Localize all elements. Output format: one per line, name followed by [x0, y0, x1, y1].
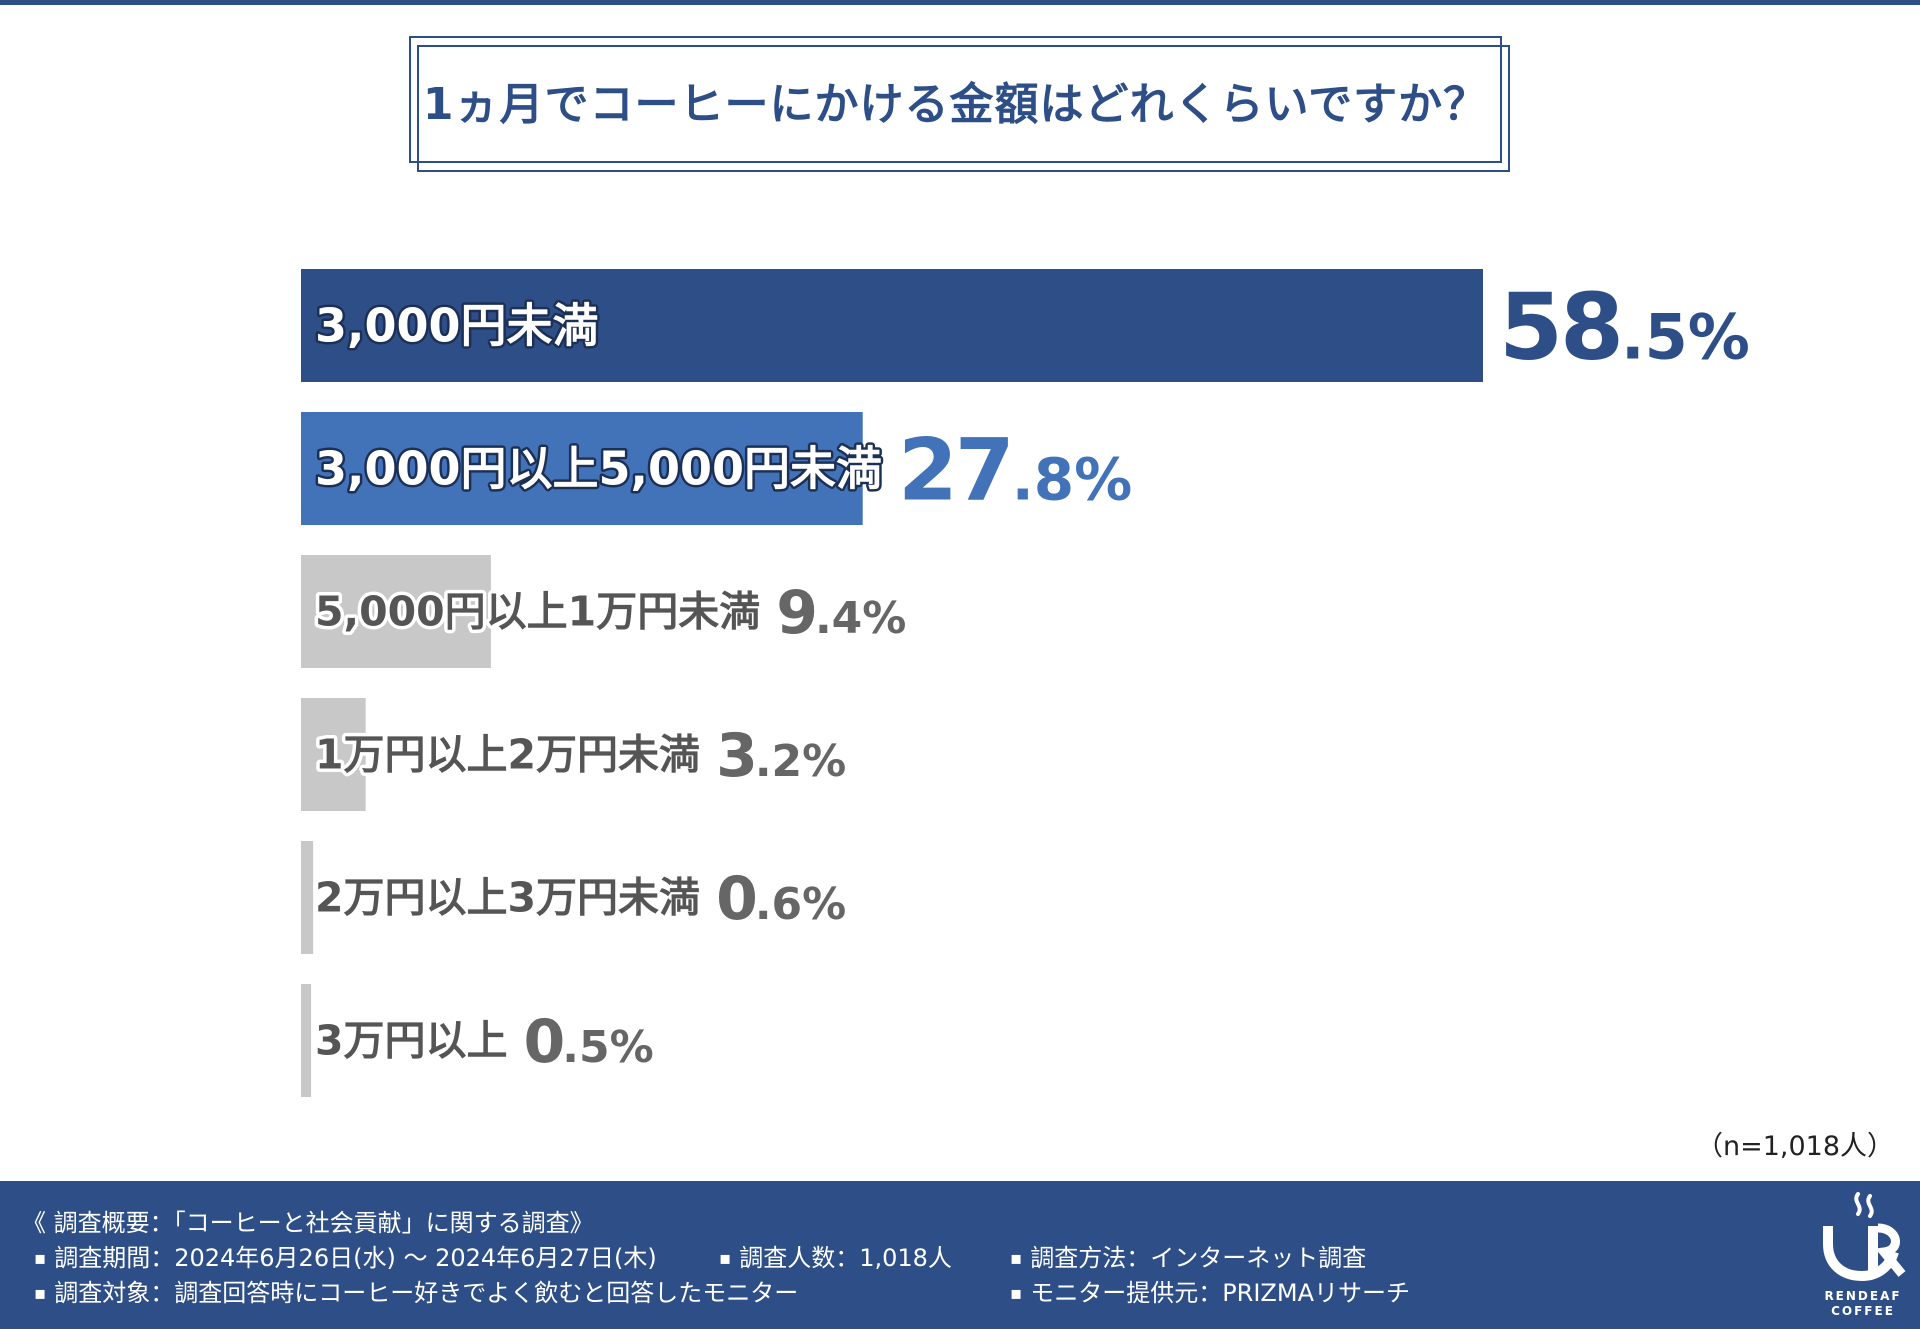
- bar-2: [301, 412, 863, 525]
- bar-label-6: 3万円以上: [315, 1017, 508, 1065]
- title-border-inner: [417, 45, 1510, 172]
- chart-title: 1ヵ月でコーヒーにかける金額はどれくらいですか？: [422, 78, 1489, 130]
- value-int-4: 3: [716, 721, 755, 791]
- value-dec-5: .6%: [755, 879, 846, 930]
- value-int-2: 27: [898, 420, 1012, 520]
- survey-period: 調査期間：2024年6月26日(水) 〜 2024年6月27日(木): [34, 1238, 656, 1273]
- value-dec-4: .2%: [755, 736, 846, 787]
- value-label-4: 3.2%: [716, 721, 846, 791]
- survey-target: 調査対象：調査回答時にコーヒー好きでよく飲むと回答したモニター: [34, 1273, 798, 1308]
- value-int-6: 0: [524, 1007, 563, 1077]
- bar-4: [301, 698, 366, 811]
- value-label-3: 9.4%: [776, 578, 906, 648]
- rendeaf-logo: RENDEAF COFFEE: [1818, 1188, 1908, 1320]
- logo-line2: COFFEE: [1831, 1304, 1895, 1318]
- value-label-5: 0.6%: [716, 864, 846, 934]
- value-dec-3: .4%: [815, 593, 906, 644]
- logo-line1: RENDEAF: [1824, 1289, 1902, 1303]
- value-int-5: 0: [716, 864, 755, 934]
- title-frame: 1ヵ月でコーヒーにかける金額はどれくらいですか？: [409, 36, 1510, 172]
- survey-footer: 《 調査概要：「コーヒーと社会貢献」に関する調査》 調査期間：2024年6月26…: [0, 1181, 1920, 1329]
- value-dec-2: .8%: [1012, 445, 1133, 513]
- bar-label-1: 3,000円未満: [315, 299, 599, 353]
- value-dec-6: .5%: [562, 1022, 653, 1073]
- bar-label-3: 5,000円以上1万円未満: [315, 588, 760, 636]
- sample-size: （n=1,018人）: [1695, 1131, 1894, 1162]
- survey-respondents: 調査人数：1,018人: [719, 1238, 952, 1273]
- bar-label-4: 1万円以上2万円未満: [315, 731, 700, 779]
- bar-label-5: 2万円以上3万円未満: [315, 874, 700, 922]
- title-border-outer: [409, 36, 1502, 163]
- value-label-6: 0.5%: [524, 1007, 654, 1077]
- bar-1: [301, 269, 1483, 382]
- coffee-cup-icon: [1823, 1192, 1906, 1282]
- value-int-1: 58: [1499, 274, 1621, 381]
- survey-heading: 《 調査概要：「コーヒーと社会貢献」に関する調査》: [22, 1209, 594, 1237]
- bar-5: [301, 841, 314, 954]
- value-int-3: 9: [776, 578, 815, 648]
- survey-method: 調査方法：インターネット調査: [1010, 1238, 1366, 1273]
- bar-6: [301, 984, 312, 1097]
- bar-3: [301, 555, 491, 668]
- bar-label-2: 3,000円以上5,000円未満: [315, 442, 882, 496]
- top-rule: [0, 0, 1920, 5]
- value-label-1: 58.5%: [1499, 274, 1750, 381]
- value-dec-1: .5%: [1621, 301, 1750, 374]
- bar-chart: 3,000円未満 58.5%3,000円以上5,000円未満 27.8%5,000円…: [301, 269, 1750, 1097]
- survey-provider: モニター提供元：PRIZMAリサーチ: [1010, 1273, 1410, 1308]
- value-label-2: 27.8%: [898, 420, 1132, 520]
